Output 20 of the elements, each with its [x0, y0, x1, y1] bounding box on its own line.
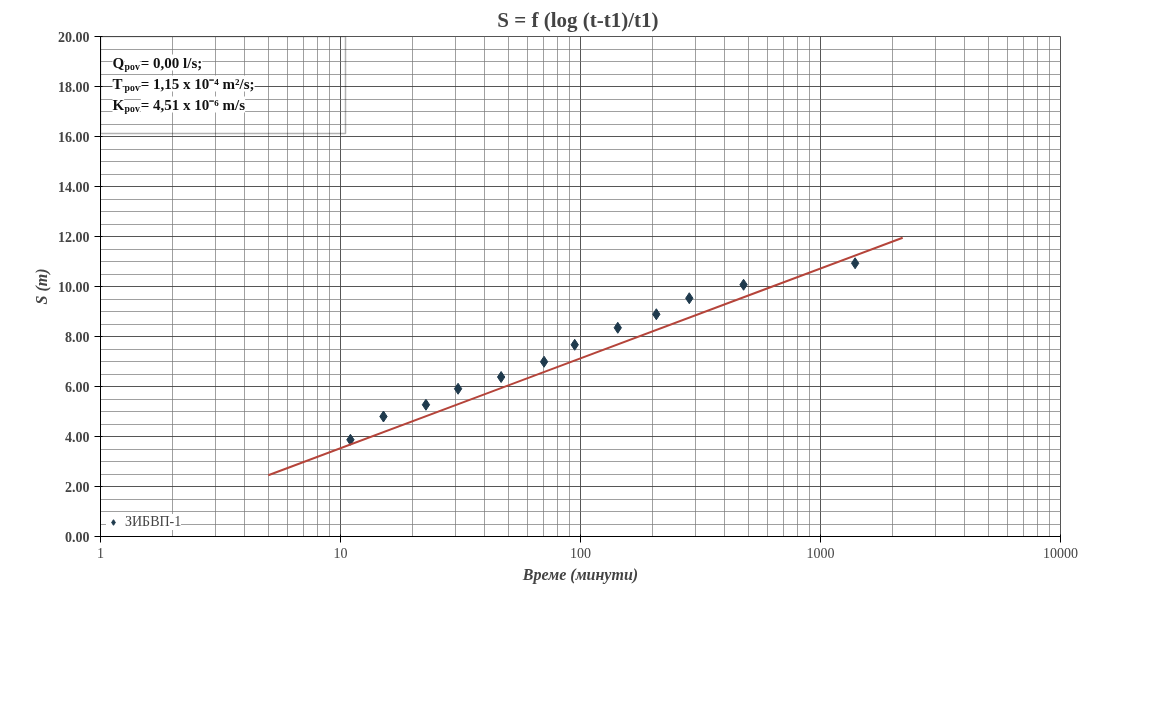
y-tick-label: 4.00: [65, 429, 90, 445]
y-tick-label: 2.00: [65, 479, 90, 495]
x-tick-label: 1: [97, 545, 104, 561]
x-axis-title: Време (минути): [521, 565, 639, 584]
legend-label: ЗИБВП-1: [125, 514, 182, 530]
y-tick-label: 6.00: [65, 379, 90, 395]
x-tick-label: 10: [333, 545, 348, 561]
y-tick-label: 0.00: [65, 529, 90, 545]
y-tick-label: 18.00: [58, 79, 90, 95]
chart-title: S = f (log (t-t1)/t1): [497, 7, 659, 32]
y-tick-label: 20.00: [58, 29, 90, 45]
y-tick-label: 10.00: [58, 279, 90, 295]
y-tick-label: 8.00: [65, 329, 90, 345]
y-tick-label: 12.00: [58, 229, 90, 245]
y-tick-label: 16.00: [58, 129, 90, 145]
y-axis-title: S (m): [33, 268, 51, 305]
x-tick-label: 1000: [806, 545, 835, 561]
x-tick-label: 100: [570, 545, 591, 561]
x-tick-label: 10000: [1043, 545, 1078, 561]
y-tick-label: 14.00: [58, 179, 90, 195]
